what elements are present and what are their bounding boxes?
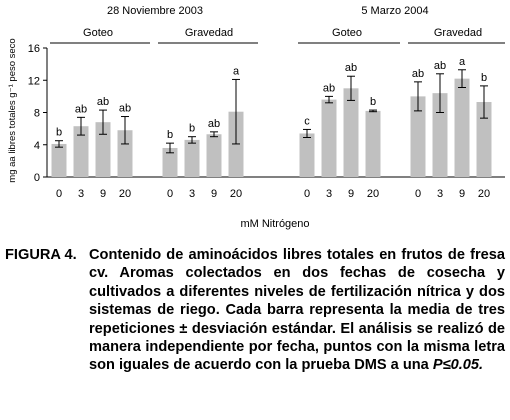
panel-date-label: 28 Noviembre 2003 <box>107 5 203 17</box>
figure-caption: FIGURA 4. Contenido de aminoácidos libre… <box>5 246 505 375</box>
x-tick-label: 3 <box>326 188 332 200</box>
x-tick-label: 9 <box>348 188 354 200</box>
caption-label: FIGURA 4. <box>5 247 77 263</box>
bar <box>343 88 359 177</box>
bars-layer <box>51 69 492 177</box>
bar <box>410 96 426 177</box>
significance-letter: ab <box>75 103 87 115</box>
bar <box>73 126 89 177</box>
group-label: Goteo <box>83 27 113 39</box>
x-tick-label: 20 <box>119 188 131 200</box>
y-tick-label: 12 <box>28 75 40 87</box>
bar <box>206 134 222 177</box>
significance-letter: b <box>167 129 173 141</box>
panel-date-label: 5 Marzo 2004 <box>361 5 428 17</box>
significance-letter: c <box>304 115 310 127</box>
x-tick-label: 3 <box>437 188 443 200</box>
group-label: Gravedad <box>434 27 482 39</box>
x-tick-label: 9 <box>211 188 217 200</box>
bar <box>117 130 133 177</box>
amino-acid-bar-chart: 0 4 8 12 16 mg aa libres totales g⁻¹ peso sec… <box>7 5 505 230</box>
bar <box>365 110 381 177</box>
x-tick-label: 20 <box>230 188 242 200</box>
bar <box>476 102 492 177</box>
group-label: Goteo <box>332 27 362 39</box>
significance-letter: ab <box>119 103 131 115</box>
group-label: Gravedad <box>185 27 233 39</box>
x-tick-label: 0 <box>56 188 62 200</box>
significance-letter: a <box>459 56 466 68</box>
bar <box>51 143 67 177</box>
x-tick-label: 3 <box>189 188 195 200</box>
bar <box>299 133 315 177</box>
significance-letter: b <box>481 72 487 84</box>
significance-letter: ab <box>323 82 335 94</box>
significance-letter: ab <box>434 60 446 72</box>
bar <box>321 99 337 177</box>
significance-letter: b <box>370 96 376 108</box>
x-tick-label: 20 <box>478 188 490 200</box>
y-axis-title: mg aa libres totales g⁻¹ peso seco <box>7 38 18 182</box>
significance-letter: b <box>56 127 62 139</box>
x-tick-label: 9 <box>459 188 465 200</box>
x-tick-label: 0 <box>415 188 421 200</box>
significance-letter: ab <box>97 96 109 108</box>
bar <box>162 147 178 177</box>
bar <box>432 93 448 177</box>
y-tick-label: 8 <box>34 108 40 120</box>
bar <box>184 139 200 177</box>
significance-letter: ab <box>208 118 220 130</box>
x-tick-label: 9 <box>100 188 106 200</box>
significance-letter: ab <box>412 68 424 80</box>
labels-layer: 0 4 8 12 16 mg aa libres totales g⁻¹ peso sec… <box>7 5 490 230</box>
bar <box>454 78 470 177</box>
caption-pvalue: P≤0.05. <box>432 357 484 374</box>
x-tick-label: 3 <box>78 188 84 200</box>
significance-letter: ab <box>345 62 357 74</box>
y-tick-label: 16 <box>28 43 40 55</box>
y-tick-label: 4 <box>34 140 40 152</box>
significance-letter: a <box>233 65 240 77</box>
caption-text: Contenido de aminoácidos libres totales … <box>89 246 505 375</box>
y-tick-label: 0 <box>34 172 40 184</box>
x-axis-title: mM Nitrógeno <box>240 218 309 230</box>
x-tick-label: 0 <box>304 188 310 200</box>
x-tick-label: 20 <box>367 188 379 200</box>
bar <box>95 122 111 177</box>
caption-body: Contenido de aminoácidos libres totales … <box>89 247 505 374</box>
significance-letter: b <box>189 123 195 135</box>
x-tick-label: 0 <box>167 188 173 200</box>
